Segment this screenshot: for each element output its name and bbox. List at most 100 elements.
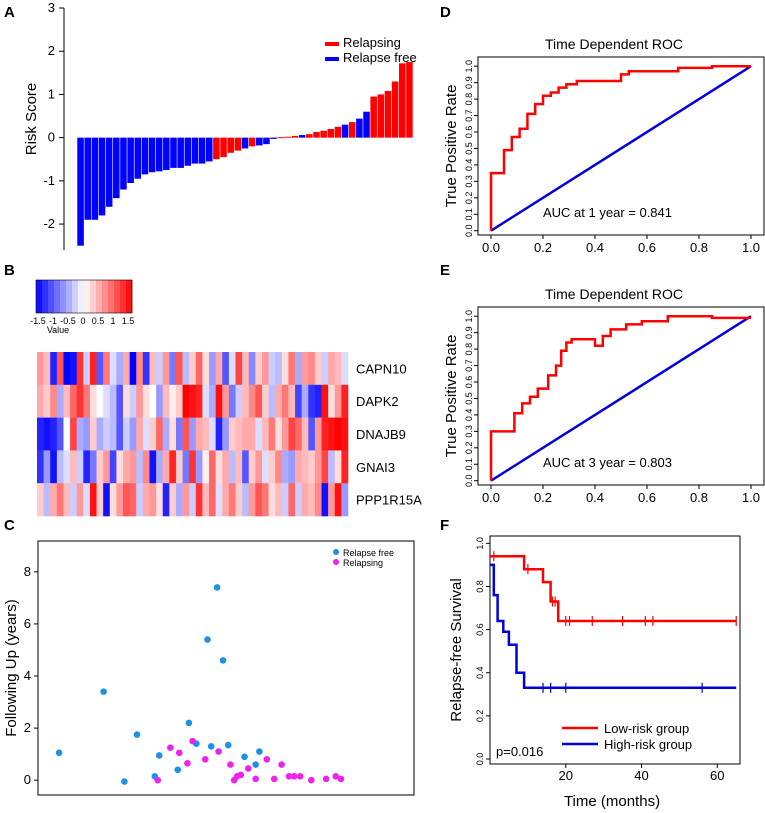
- heatmap-cell: [228, 384, 236, 418]
- heatmap-cell: [228, 352, 236, 386]
- heatmap-cell: [314, 384, 322, 418]
- heatmap-cell: [149, 483, 157, 517]
- heatmap-cell: [83, 483, 91, 517]
- roc-curve: [489, 64, 751, 231]
- heatmap-cell: [301, 450, 309, 484]
- y-tick-label: 0.4: [464, 159, 474, 172]
- heatmap-cell: [195, 352, 203, 386]
- heatmap-cell: [156, 450, 164, 484]
- bar: [348, 122, 356, 138]
- heatmap-cell: [281, 417, 289, 451]
- heatmap-cell: [156, 417, 164, 451]
- x-tick-label: 0.4: [586, 240, 604, 255]
- heatmap-cell: [123, 352, 130, 386]
- bar: [370, 96, 377, 138]
- color-key-cell: [66, 280, 73, 313]
- y-tick-label: 0.6: [464, 126, 474, 139]
- y-tick-label: 1.0: [464, 310, 474, 323]
- heatmap-cell: [162, 384, 170, 418]
- heatmap-cell: [169, 483, 177, 517]
- bar: [356, 118, 363, 138]
- heatmap-cell: [321, 417, 329, 451]
- heatmap-cell: [96, 384, 104, 418]
- heatmap-cell: [268, 352, 276, 386]
- heatmap-cell: [103, 417, 111, 451]
- scatter-point: [322, 775, 330, 783]
- bar: [334, 126, 342, 138]
- heatmap-cell: [76, 483, 84, 517]
- color-key-tick: -0.5: [60, 316, 76, 326]
- bar: [391, 81, 399, 138]
- legend-swatch-relapsing: [325, 42, 339, 46]
- bar: [306, 134, 313, 138]
- survival-curve: [490, 555, 737, 623]
- x-tick-label: 0.8: [690, 240, 708, 255]
- heatmap-cell: [56, 450, 64, 484]
- heatmap-cell: [123, 384, 130, 418]
- bar: [105, 137, 113, 207]
- heatmap-cell: [149, 352, 157, 386]
- heatmap-cell: [116, 417, 124, 451]
- color-key-cell: [48, 280, 55, 313]
- heatmap-cell: [301, 483, 309, 517]
- x-tick-label: 0.2: [534, 240, 552, 255]
- bar: [256, 137, 263, 146]
- heatmap-cell: [76, 352, 84, 386]
- x-tick-label: 1.0: [742, 490, 760, 505]
- heatmap-cell: [275, 483, 283, 517]
- y-tick-label: 0.3: [464, 175, 474, 188]
- heatmap-cell: [56, 384, 64, 418]
- heatmap-cell: [242, 417, 250, 451]
- heatmap-cell: [268, 384, 276, 418]
- bar: [91, 137, 99, 220]
- y-tick-label: 0.2: [464, 192, 474, 205]
- heatmap-cell: [129, 417, 137, 451]
- bar: [263, 137, 270, 145]
- heatmap-cell: [235, 483, 243, 517]
- color-key-tick: 0.5: [92, 316, 105, 326]
- bar: [191, 137, 199, 164]
- y-tick-label: 6: [24, 616, 31, 631]
- heatmap-cell: [281, 384, 289, 418]
- color-key-tick: -1.5: [30, 316, 46, 326]
- heatmap-cell: [209, 384, 216, 418]
- heatmap-cell: [314, 352, 322, 386]
- heatmap-cell: [43, 450, 51, 484]
- heatmap-cell: [295, 352, 302, 386]
- bar: [184, 137, 192, 166]
- heatmap-cell: [334, 417, 342, 451]
- heatmap-cell: [129, 450, 137, 484]
- heatmap-cell: [89, 417, 97, 451]
- heatmap-row-label: GNAI3: [356, 460, 395, 475]
- scatter-point: [184, 759, 191, 767]
- heatmap-cell: [295, 450, 302, 484]
- heatmap-cell: [268, 450, 276, 484]
- heatmap-cell: [189, 384, 197, 418]
- heatmap-cell: [109, 352, 117, 386]
- scatter-point: [174, 766, 182, 774]
- scatter-point: [263, 756, 271, 763]
- heatmap-cell: [261, 417, 269, 451]
- legend-label: Relapse free: [343, 548, 394, 558]
- y-tick-label: 0.2: [475, 710, 485, 723]
- scatter-point: [237, 771, 245, 779]
- y-tick-label: 4: [24, 668, 31, 683]
- heatmap-cell: [116, 384, 124, 418]
- heatmap-cell: [50, 352, 58, 386]
- heatmap-cell: [169, 384, 177, 418]
- heatmap-cell: [142, 417, 150, 451]
- legend-swatch-relapse-free: [325, 57, 339, 61]
- color-key-cell: [42, 280, 49, 313]
- heatmap-cell: [83, 384, 91, 418]
- legend-label: Low-risk group: [604, 721, 689, 736]
- panel-label-b: B: [4, 262, 15, 279]
- bar: [406, 62, 413, 138]
- diagonal-reference-line: [490, 315, 752, 482]
- heatmap-cell: [63, 483, 71, 517]
- heatmap-cell: [76, 450, 84, 484]
- heatmap-cell: [235, 352, 243, 386]
- heatmap-cell: [341, 352, 349, 386]
- heatmap-cell: [136, 483, 144, 517]
- y-tick-label: 0.9: [464, 326, 474, 339]
